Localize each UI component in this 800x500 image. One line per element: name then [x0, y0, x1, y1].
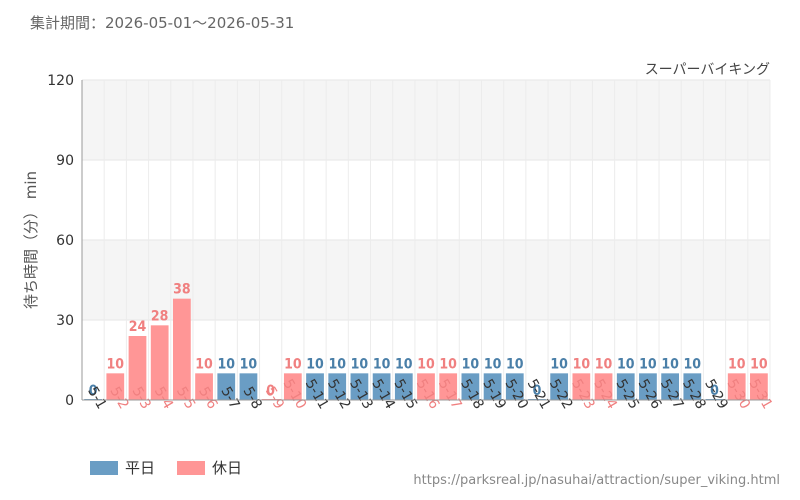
legend-label-weekday: 平日: [125, 459, 156, 477]
bars: [84, 298, 768, 400]
value-label-5-22: 10: [550, 356, 568, 372]
legend-swatch-holiday: [177, 460, 206, 475]
value-label-5-27: 10: [661, 356, 679, 372]
bar-5-5: [172, 298, 191, 400]
bar-5-11: [306, 373, 324, 400]
value-label-5-7: 10: [217, 356, 235, 372]
legend-item-weekday[interactable]: 平日: [90, 457, 155, 478]
bar-5-16: [417, 373, 435, 400]
bar-5-20: [505, 373, 524, 400]
value-label-5-10: 10: [284, 356, 302, 372]
y-tick-labels: 0 30 60 90 120: [47, 73, 74, 409]
background-band: [82, 80, 770, 160]
y-tick-label: 90: [56, 153, 74, 169]
value-label-5-13: 10: [351, 356, 369, 372]
y-tick-label: 120: [47, 73, 74, 89]
bar-5-27: [661, 373, 680, 400]
bar-5-23: [572, 373, 591, 400]
bar-5-31: [750, 373, 768, 400]
value-label-5-6: 10: [195, 356, 213, 372]
value-label-5-24: 10: [595, 356, 613, 372]
bar-5-7: [217, 373, 236, 400]
legend: 平日 休日: [90, 457, 242, 478]
bar-5-25: [616, 373, 635, 400]
value-label-5-14: 10: [373, 356, 391, 372]
value-label-5-30: 10: [728, 356, 746, 372]
value-label-5-26: 10: [639, 356, 657, 372]
value-label-5-28: 10: [684, 356, 702, 372]
bar-5-14: [372, 373, 391, 400]
value-label-5-15: 10: [395, 356, 413, 372]
chart-title: スーパーバイキング: [645, 62, 770, 78]
bar-5-4: [150, 325, 169, 400]
legend-item-holiday[interactable]: 休日: [177, 457, 242, 478]
value-label-5-4: 28: [151, 308, 169, 324]
bar-5-28: [683, 373, 702, 400]
value-label-5-17: 10: [439, 356, 457, 372]
value-label-5-18: 10: [462, 356, 480, 372]
value-label-5-29: 0: [710, 383, 719, 399]
value-label-5-20: 10: [506, 356, 524, 372]
bar-5-24: [594, 373, 613, 400]
bar-5-18: [461, 373, 480, 400]
bar-5-12: [328, 373, 347, 400]
value-label-5-5: 38: [173, 282, 191, 298]
bar-5-30: [727, 373, 746, 400]
y-axis-label: 待ち時間（分） min: [22, 171, 40, 309]
bar-5-22: [550, 373, 569, 400]
legend-label-holiday: 休日: [212, 459, 243, 477]
value-label-5-25: 10: [617, 356, 635, 372]
background-band: [82, 240, 770, 320]
y-tick-label: 30: [56, 313, 74, 329]
value-label-5-2: 10: [107, 356, 125, 372]
source-url: https://parksreal.jp/nasuhai/attraction/…: [413, 473, 780, 488]
value-label-5-11: 10: [306, 356, 324, 372]
value-label-5-31: 10: [750, 356, 768, 372]
value-label-5-21: 0: [533, 383, 542, 399]
y-tick-label: 0: [65, 393, 74, 409]
bar-5-10: [283, 373, 302, 400]
legend-swatch-weekday: [90, 460, 118, 475]
bar-5-6: [195, 373, 213, 400]
background-band: [82, 160, 770, 240]
value-label-5-1: 0: [89, 383, 98, 399]
bar-5-3: [128, 336, 147, 400]
value-label-5-16: 10: [417, 356, 435, 372]
value-label-5-19: 10: [484, 356, 502, 372]
value-label-5-3: 24: [129, 319, 147, 335]
value-label-5-8: 10: [240, 356, 258, 372]
bar-5-13: [350, 373, 369, 400]
period-label: 集計期間：2026-05-01～2026-05-31: [30, 14, 295, 32]
value-label-5-12: 10: [328, 356, 346, 372]
bar-5-8: [239, 373, 258, 400]
bar-5-17: [439, 373, 458, 400]
value-label-5-9: 0: [266, 383, 275, 399]
bar-5-26: [639, 373, 657, 400]
y-tick-label: 60: [56, 233, 74, 249]
value-label-5-23: 10: [573, 356, 591, 372]
bar-5-2: [106, 373, 125, 400]
bar-5-15: [394, 373, 413, 400]
bar-5-19: [483, 373, 502, 400]
